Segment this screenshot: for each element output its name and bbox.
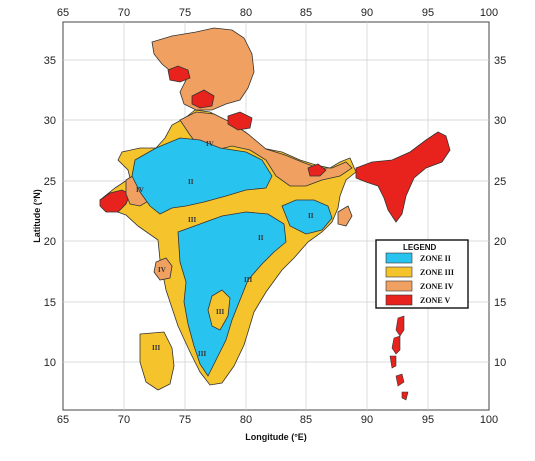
x-tick-bottom-90: 90 (361, 414, 373, 426)
zone-label-iv-north: IV (206, 140, 214, 148)
x-tick-top-85: 85 (300, 7, 312, 19)
zone-ii-east (281, 199, 333, 235)
y-tick-left-25: 25 (44, 176, 56, 188)
zone-v-himachal (191, 89, 215, 109)
y-tick-right-15: 15 (494, 297, 506, 309)
zone-v-uttarakhand (227, 111, 253, 131)
x-tick-bottom-65: 65 (57, 414, 69, 426)
zone-label-iv-kutch: IV (136, 186, 144, 194)
x-tick-top-75: 75 (179, 7, 191, 19)
x-tick-top-70: 70 (118, 7, 130, 19)
zone-v-northeast (355, 131, 451, 223)
legend-title: LEGEND (403, 243, 437, 252)
zone-label-iii-central: III (244, 276, 252, 284)
zone-ii-north (131, 137, 273, 215)
zone-label-iii-deccan: III (198, 350, 206, 358)
y-tick-right-30: 30 (494, 115, 506, 127)
x-tick-top-100: 100 (480, 7, 498, 19)
y-tick-right-25: 25 (494, 176, 506, 188)
y-tick-right-20: 20 (494, 236, 506, 248)
zone-iii-south-patch (207, 289, 231, 331)
zone-label-iii-south: III (216, 308, 224, 316)
legend-swatch-zone-ii (385, 252, 413, 264)
x-tick-top-80: 80 (240, 7, 252, 19)
zone-label-iii-lakshadweep: III (152, 344, 160, 352)
x-ticks-top: 65 70 75 80 85 90 95 100 (57, 7, 498, 19)
zone-v-bihar (307, 163, 327, 177)
x-tick-bottom-100: 100 (480, 414, 498, 426)
zone-label-ii-north: II (188, 178, 194, 186)
x-tick-top-65: 65 (57, 7, 69, 19)
y-tick-right-35: 35 (494, 55, 506, 67)
x-ticks-bottom: 65 70 75 80 85 90 95 100 (57, 414, 498, 426)
zone-v-kashmir (167, 65, 191, 83)
legend-label-zone-ii: ZONE II (420, 254, 451, 263)
legend-swatch-zone-iv (385, 280, 413, 292)
zone-label-iii-gujarat: III (188, 216, 196, 224)
y-ticks-right: 35 30 25 20 15 10 (494, 55, 506, 369)
legend: LEGEND ZONE II ZONE III ZONE IV ZONE V (375, 239, 469, 309)
x-tick-bottom-80: 80 (240, 414, 252, 426)
zone-iii-lakshadweep (139, 331, 175, 391)
y-tick-right-10: 10 (494, 357, 506, 369)
y-tick-left-15: 15 (44, 297, 56, 309)
legend-swatch-zone-v (385, 294, 413, 306)
zone-label-ii-central: II (258, 234, 264, 242)
x-tick-bottom-95: 95 (422, 414, 434, 426)
y-tick-left-35: 35 (44, 55, 56, 67)
x-tick-top-90: 90 (361, 7, 373, 19)
y-tick-left-10: 10 (44, 357, 56, 369)
x-tick-top-95: 95 (422, 7, 434, 19)
legend-swatch-zone-iii (385, 266, 413, 278)
x-tick-bottom-85: 85 (300, 414, 312, 426)
legend-label-zone-iv: ZONE IV (420, 282, 454, 291)
zone-ii-central (177, 211, 287, 377)
legend-label-zone-v: ZONE V (420, 296, 451, 305)
x-axis-title: Longitude (°E) (245, 432, 307, 442)
zone-label-iv-west: IV (158, 266, 166, 274)
y-tick-left-30: 30 (44, 115, 56, 127)
zone-iv-sikkim (337, 205, 353, 227)
y-axis-title: Latitude (°N) (32, 189, 42, 243)
y-tick-left-20: 20 (44, 236, 56, 248)
x-tick-bottom-70: 70 (118, 414, 130, 426)
y-ticks-left: 35 30 25 20 15 10 (44, 55, 56, 369)
zone-iv-west (153, 257, 173, 281)
zone-v-kutch (99, 189, 131, 213)
zone-label-ii-east: II (308, 212, 314, 220)
legend-label-zone-iii: ZONE III (420, 268, 454, 277)
x-tick-bottom-75: 75 (179, 414, 191, 426)
zone-v-andaman-islands (389, 315, 409, 401)
